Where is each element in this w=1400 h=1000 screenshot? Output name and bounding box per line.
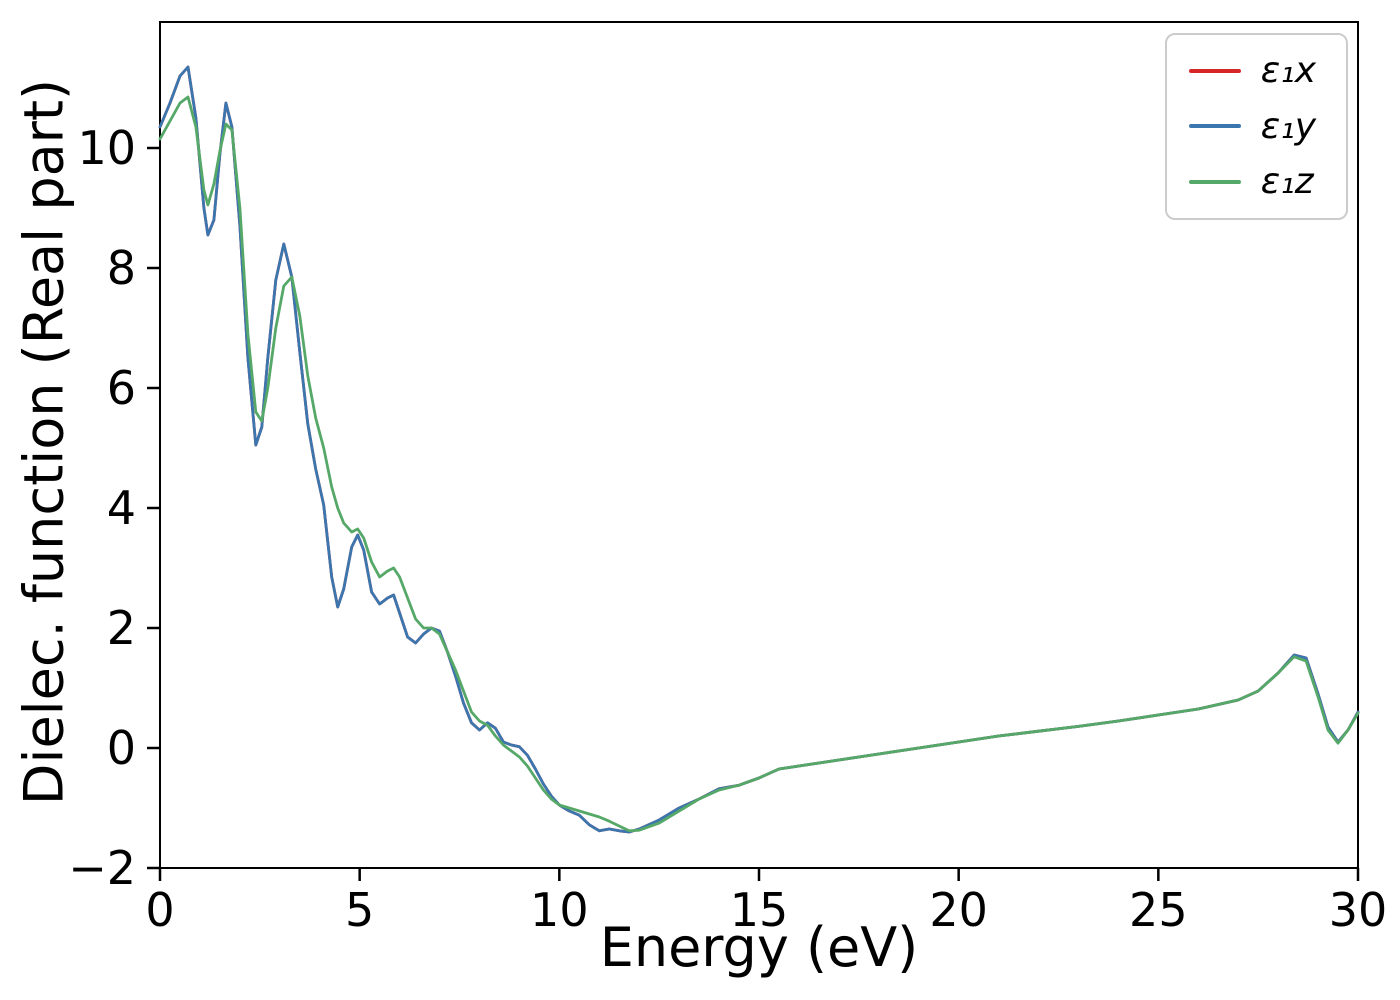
svg-text:10: 10 bbox=[530, 883, 589, 937]
legend-entry-epsilon1z: ε₁z bbox=[1188, 161, 1316, 203]
y-axis-label: Dielec. function (Real part) bbox=[12, 78, 76, 806]
legend-entry-epsilon1x: ε₁x bbox=[1188, 50, 1316, 91]
svg-text:20: 20 bbox=[929, 883, 988, 937]
svg-text:10: 10 bbox=[77, 121, 136, 175]
svg-text:25: 25 bbox=[1129, 883, 1188, 937]
legend-label-epsilon1z: ε₁z bbox=[1260, 161, 1314, 203]
legend-line-epsilon1y-icon bbox=[1188, 124, 1241, 129]
svg-text:−2: −2 bbox=[68, 841, 136, 895]
svg-text:6: 6 bbox=[107, 361, 136, 415]
legend-label-epsilon1y: ε₁y bbox=[1260, 105, 1316, 147]
svg-text:0: 0 bbox=[107, 721, 136, 775]
svg-text:4: 4 bbox=[107, 481, 136, 535]
svg-text:30: 30 bbox=[1329, 883, 1388, 937]
legend-label-epsilon1x: ε₁x bbox=[1260, 50, 1316, 91]
x-axis-label: Energy (eV) bbox=[599, 916, 919, 979]
legend-entry-epsilon1y: ε₁y bbox=[1188, 105, 1316, 147]
legend: ε₁x ε₁y ε₁z bbox=[1164, 33, 1348, 220]
svg-text:2: 2 bbox=[107, 601, 136, 655]
svg-text:0: 0 bbox=[145, 883, 174, 937]
legend-line-epsilon1x-icon bbox=[1188, 68, 1241, 73]
svg-text:15: 15 bbox=[730, 883, 789, 937]
svg-text:5: 5 bbox=[345, 883, 374, 937]
svg-text:8: 8 bbox=[107, 241, 136, 295]
legend-line-epsilon1z-icon bbox=[1188, 179, 1241, 184]
